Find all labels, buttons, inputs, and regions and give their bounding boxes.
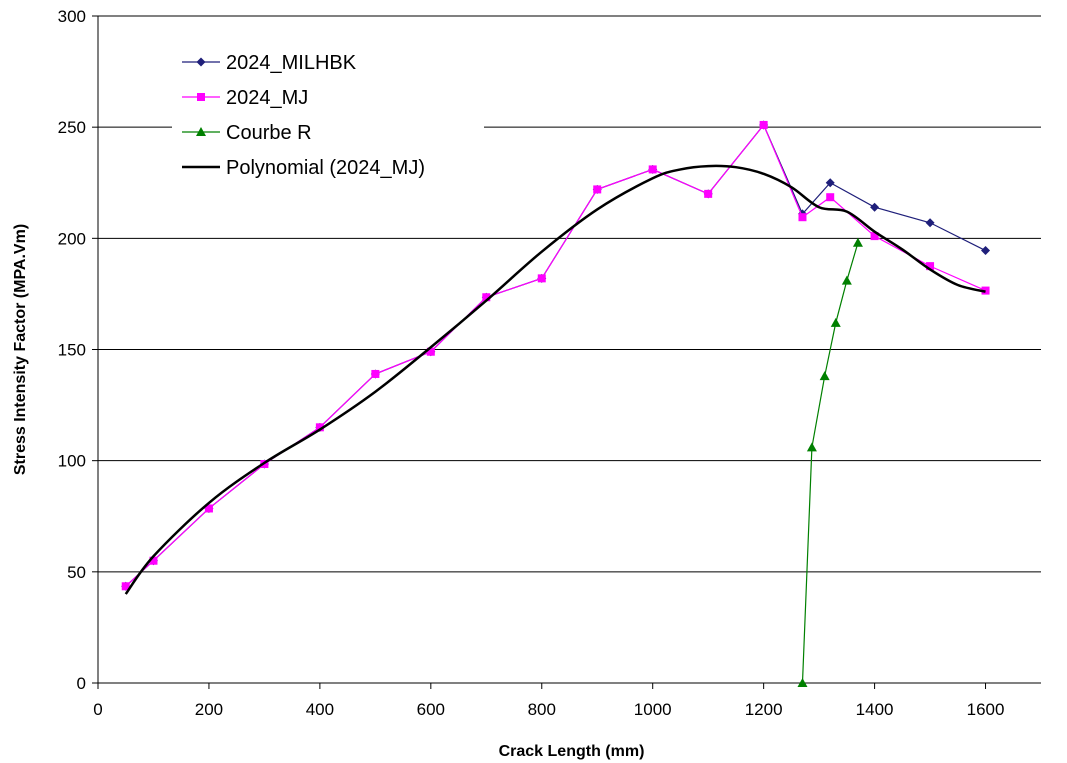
series-2-point-0 — [797, 678, 808, 687]
series-0-point-14 — [825, 178, 835, 188]
series-1-point-1 — [149, 556, 158, 565]
x-tick-label-1600: 1600 — [967, 700, 1005, 719]
series-2 — [797, 237, 863, 687]
x-tick-label-600: 600 — [417, 700, 445, 719]
legend-label-3: Polynomial (2024_MJ) — [226, 157, 425, 179]
y-tick-label-300: 300 — [58, 7, 86, 26]
series-1-point-13 — [798, 213, 807, 222]
series-1-point-2 — [204, 504, 213, 513]
series-1-point-15 — [870, 232, 879, 241]
x-tick-label-1000: 1000 — [634, 700, 672, 719]
series-1 — [121, 120, 990, 591]
series-1-point-11 — [704, 189, 713, 198]
x-tick-label-1200: 1200 — [745, 700, 783, 719]
series-1-point-7 — [482, 293, 491, 302]
series-2-point-5 — [852, 237, 863, 247]
x-axis-title: Crack Length (mm) — [499, 743, 645, 760]
series-0-point-17 — [981, 246, 991, 256]
series-1-point-14 — [826, 193, 835, 202]
legend-item-3: Polynomial (2024_MJ) — [182, 157, 425, 179]
y-tick-label-0: 0 — [77, 674, 86, 693]
y-axis-title: Stress Intensity Factor (MPA.Vm) — [12, 224, 29, 475]
series-1-point-0 — [121, 582, 130, 591]
legend-swatch-marker-2 — [196, 127, 206, 136]
series-2-point-1 — [806, 442, 817, 452]
series-line-1 — [125, 123, 986, 587]
x-tick-label-800: 800 — [528, 700, 556, 719]
series-0 — [121, 120, 991, 591]
legend-swatch-marker-1 — [197, 93, 205, 101]
x-tick-label-1400: 1400 — [856, 700, 894, 719]
legend-label-0: 2024_MILHBK — [226, 52, 357, 74]
series-3 — [124, 164, 986, 595]
series-2-point-4 — [841, 275, 852, 285]
legend-item-0: 2024_MILHBK — [182, 52, 357, 74]
legend-item-1: 2024_MJ — [182, 87, 308, 109]
series-1-point-10 — [648, 165, 657, 174]
y-tick-label-250: 250 — [58, 118, 86, 137]
series-0-point-15 — [870, 202, 880, 212]
series-line-0 — [125, 123, 986, 587]
y-tick-label-100: 100 — [58, 452, 86, 471]
series-line-2 — [801, 242, 859, 684]
series-0-point-16 — [925, 218, 935, 228]
series-line-3 — [124, 164, 986, 595]
series-1-point-12 — [759, 120, 768, 129]
axes: 0 50 100 150 200 250 300 0 200 400 600 800 1000 1200 1… — [58, 7, 1041, 719]
y-tick-label-50: 50 — [67, 563, 86, 582]
legend: 2024_MILHBK 2024_MJ Courbe R Polynomial (20… — [172, 30, 484, 190]
x-tick-label-0: 0 — [93, 700, 102, 719]
x-tick-label-200: 200 — [195, 700, 223, 719]
x-tick-label-400: 400 — [306, 700, 334, 719]
legend-background — [172, 30, 484, 190]
legend-label-2: Courbe R — [226, 122, 312, 144]
series-2-point-2 — [819, 371, 830, 381]
series-1-point-8 — [537, 274, 546, 283]
series-layer — [121, 120, 991, 687]
legend-item-2: Courbe R — [182, 122, 312, 144]
series-1-point-4 — [315, 423, 324, 432]
y-tick-label-200: 200 — [58, 229, 86, 248]
legend-swatch-marker-0 — [196, 57, 206, 67]
series-1-point-16 — [926, 262, 935, 271]
y-tick-label-150: 150 — [58, 341, 86, 360]
series-1-point-5 — [371, 369, 380, 378]
series-1-point-6 — [426, 347, 435, 356]
series-2-point-3 — [830, 317, 841, 327]
series-1-point-9 — [593, 185, 602, 194]
legend-label-1: 2024_MJ — [226, 87, 308, 109]
